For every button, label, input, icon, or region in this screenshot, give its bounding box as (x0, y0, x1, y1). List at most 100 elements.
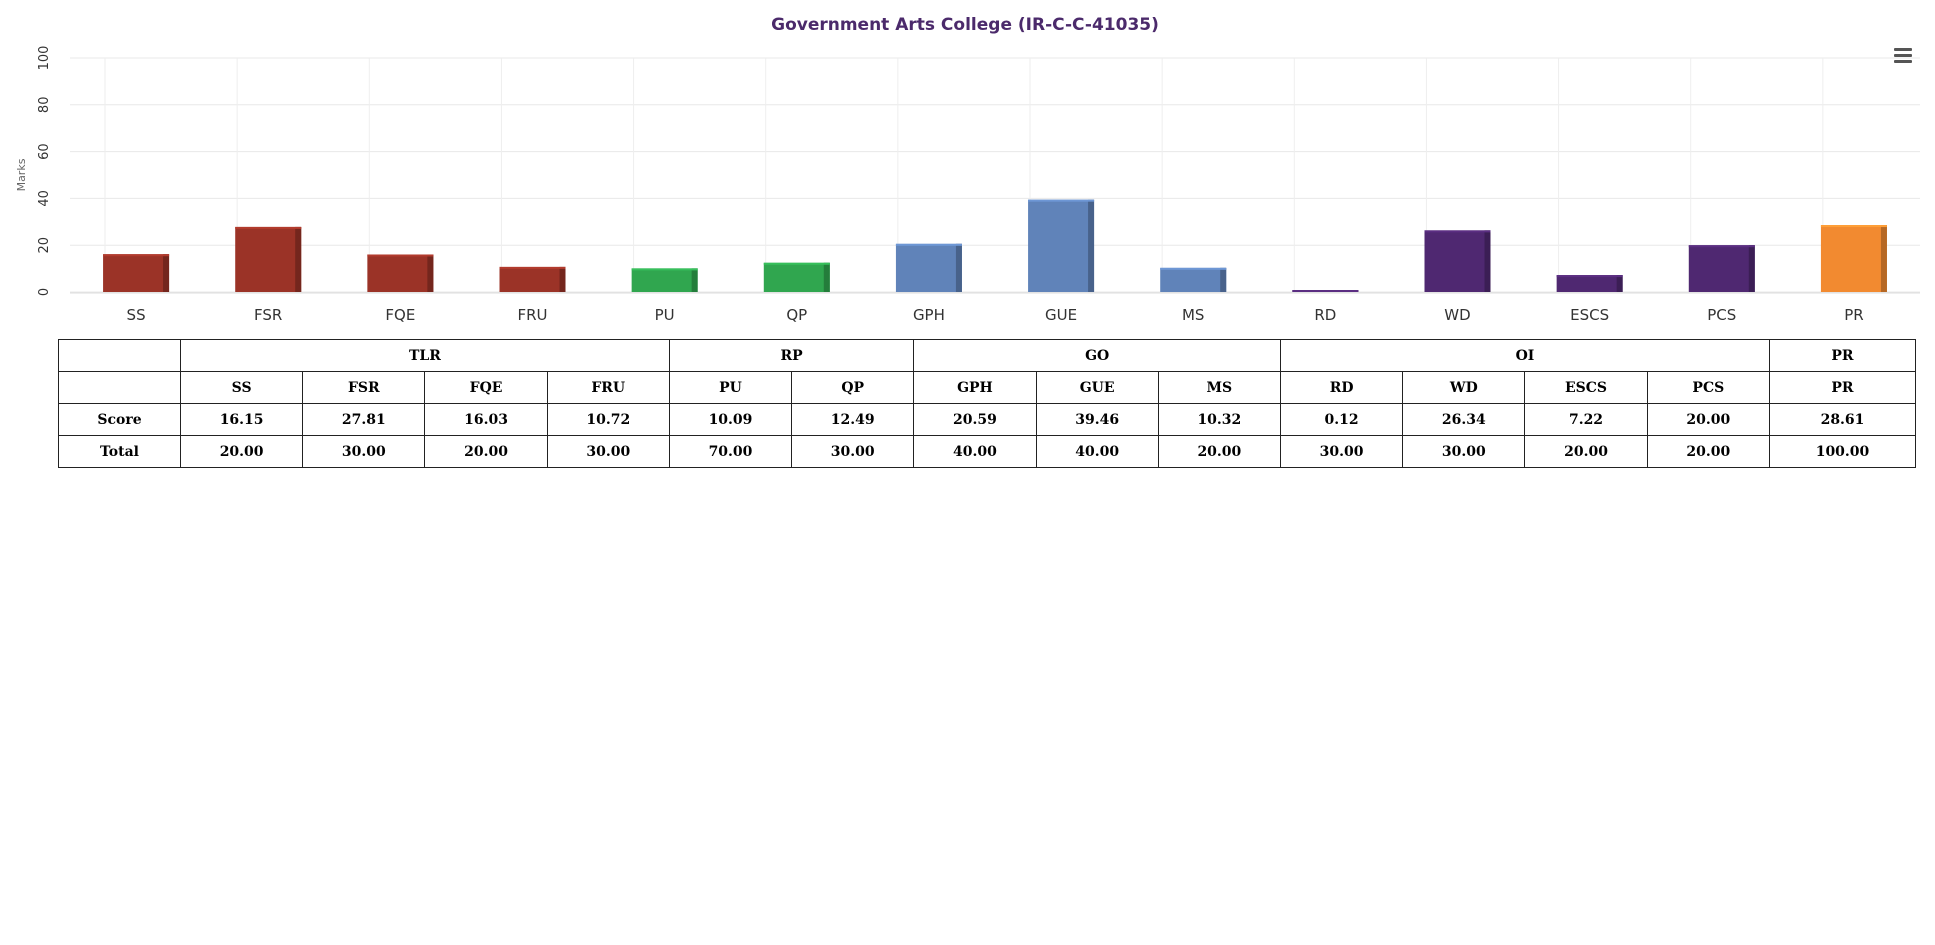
y-tick-label: 0 (37, 288, 52, 296)
bar-top (1292, 290, 1359, 292)
bar-escs[interactable] (1556, 275, 1623, 292)
scores-table: TLR RP GO OI PR SS FSR FQE FRU PU QP GPH GUE MS RD WD ES… (58, 339, 1916, 468)
bar-face (1556, 275, 1623, 292)
bar-side (1748, 245, 1755, 292)
x-tick-label: SS (127, 306, 146, 324)
table-group-header: OI (1279, 339, 1771, 372)
table-column-header: ESCS (1524, 371, 1648, 404)
bar-side (1484, 230, 1491, 292)
bar-wd[interactable] (1424, 230, 1491, 292)
y-tick-label: 60 (37, 143, 52, 160)
bar-side (823, 262, 830, 292)
bar-top (1028, 199, 1095, 202)
x-tick-label: MS (1182, 306, 1204, 324)
table-cell: 20.59 (913, 403, 1037, 436)
table-cell: 16.03 (424, 403, 548, 436)
bar-top (763, 262, 830, 265)
bar-qp[interactable] (763, 262, 830, 292)
table-cell: 10.32 (1157, 403, 1281, 436)
bar-side (295, 226, 302, 292)
table-cell: 20.00 (1646, 403, 1771, 436)
bar-pcs[interactable] (1688, 245, 1755, 292)
table-cell: 70.00 (668, 435, 793, 468)
y-axis-title: Marks (15, 158, 28, 191)
table-cell: 40.00 (1035, 435, 1159, 468)
bar-ms[interactable] (1160, 267, 1227, 292)
x-tick-label: PU (655, 306, 675, 324)
bar-side (1880, 225, 1887, 292)
table-column-header: GUE (1035, 371, 1159, 404)
bar-side (559, 266, 566, 292)
bar-pu[interactable] (631, 268, 698, 292)
x-tick-label: QP (786, 306, 807, 324)
y-tick-label: 100 (37, 46, 52, 71)
bar-ss[interactable] (103, 254, 170, 292)
table-column-header: FQE (424, 371, 548, 404)
table-cell: 12.49 (791, 403, 915, 436)
table-cell: 20.00 (179, 435, 304, 468)
table-cell: 16.15 (179, 403, 304, 436)
bar-fru[interactable] (499, 266, 566, 292)
x-tick-label: FRU (517, 306, 547, 324)
bar-gue[interactable] (1028, 199, 1095, 292)
bar-rd[interactable] (1292, 290, 1359, 292)
bar-fsr[interactable] (235, 226, 302, 292)
bar-face (1160, 267, 1227, 292)
table-cell: 30.00 (302, 435, 426, 468)
bar-face (499, 266, 566, 292)
table-group-header: TLR (180, 339, 670, 372)
x-tick-label: PR (1844, 306, 1863, 324)
table-cell: 30.00 (791, 435, 915, 468)
table-cell: 28.61 (1769, 403, 1916, 436)
bar-side (1220, 267, 1227, 292)
x-tick-label: GPH (913, 306, 945, 324)
bar-top (1556, 275, 1623, 278)
table-cell: 30.00 (546, 435, 670, 468)
table-group-header-row: TLR RP GO OI PR (58, 339, 1916, 372)
table-cell: 20.00 (1157, 435, 1281, 468)
bar-face (763, 262, 830, 292)
bar-top (631, 268, 698, 271)
bar-side (955, 243, 962, 292)
bar-gph[interactable] (895, 243, 962, 292)
table-corner-cell (58, 371, 181, 404)
bar-top (1424, 230, 1491, 233)
bar-pr[interactable] (1820, 225, 1887, 292)
bar-face (235, 226, 302, 292)
table-column-header: SS (179, 371, 304, 404)
table-cell: 39.46 (1035, 403, 1159, 436)
bar-top (1820, 225, 1887, 228)
bar-top (235, 226, 302, 229)
bar-side (427, 254, 434, 292)
table-cell: 100.00 (1769, 435, 1916, 468)
bar-top (103, 254, 170, 257)
table-corner-cell (58, 339, 181, 372)
table-column-header: FSR (302, 371, 426, 404)
table-cell: 40.00 (913, 435, 1037, 468)
chart-title: Government Arts College (IR-C-C-41035) (771, 15, 1159, 35)
table-cell: 7.22 (1524, 403, 1648, 436)
bar-face (1424, 230, 1491, 292)
bar-side (163, 254, 170, 292)
x-tick-label: FQE (385, 306, 415, 324)
table-cell: 30.00 (1279, 435, 1404, 468)
bar-face (367, 254, 434, 292)
table-group-header: PR (1769, 339, 1916, 372)
table-row: Score 16.15 27.81 16.03 10.72 10.09 12.49 20.59… (58, 403, 1916, 436)
table-cell: 10.09 (668, 403, 793, 436)
table-row-label: Score (58, 403, 181, 436)
table-column-header: QP (791, 371, 915, 404)
bar-top (1160, 267, 1227, 270)
bar-face (1028, 199, 1095, 292)
bar-face (895, 243, 962, 292)
table-cell: 20.00 (424, 435, 548, 468)
bar-face (631, 268, 698, 292)
hamburger-menu-icon[interactable] (1894, 48, 1912, 64)
chart-container: 0 20 40 60 80 100 SS FSR FQE FRU PU QP GPH GUE MS RD WD E… (0, 0, 1935, 335)
table-column-header: GPH (913, 371, 1037, 404)
y-tick-label: 40 (37, 190, 52, 207)
table-cell: 27.81 (302, 403, 426, 436)
bar-top (1688, 245, 1755, 248)
x-tick-label: GUE (1045, 306, 1077, 324)
bar-fqe[interactable] (367, 254, 434, 292)
